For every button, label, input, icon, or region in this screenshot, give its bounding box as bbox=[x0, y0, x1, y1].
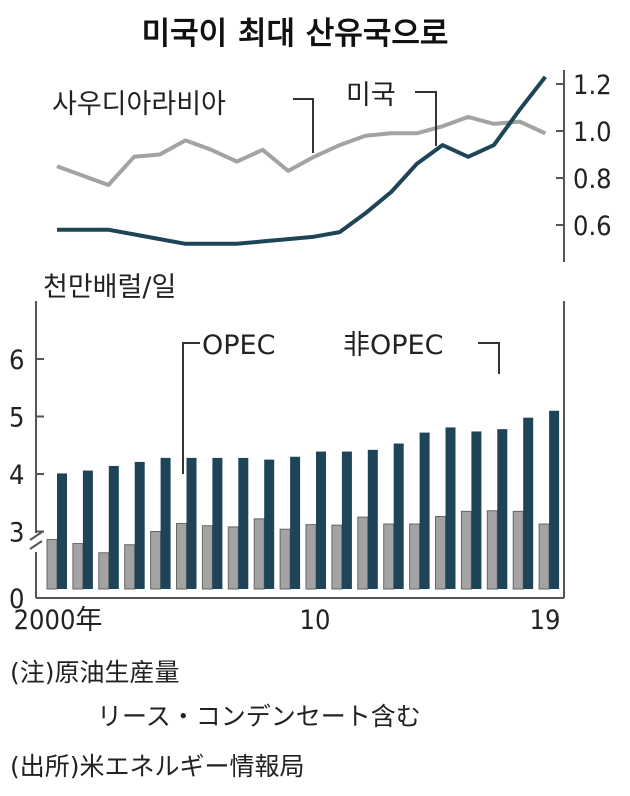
bar-non-opec bbox=[367, 449, 378, 589]
note-line-3: (出所)米エネルギー情報局 bbox=[10, 752, 305, 781]
bar-non-opec bbox=[212, 457, 223, 589]
bar-non-opec bbox=[134, 461, 145, 589]
series-line-saudi bbox=[56, 114, 547, 187]
bar-opec bbox=[46, 539, 58, 590]
bar-non-opec bbox=[108, 465, 119, 589]
bar-non-opec bbox=[264, 459, 275, 589]
line-y-tick-label: 0.6 bbox=[573, 211, 612, 242]
bar-non-opec bbox=[316, 451, 326, 589]
bar-chart: 천만배럴/일 0 3 4 5 6 OPEC 非OPEC 2000年 10 19 bbox=[9, 272, 565, 636]
bar-opec bbox=[331, 524, 343, 590]
bars bbox=[46, 410, 560, 590]
bar-opec bbox=[357, 516, 369, 590]
bar-opec bbox=[98, 552, 110, 590]
bar-non-opec bbox=[445, 427, 456, 589]
bar-opec bbox=[538, 523, 550, 590]
line-y-tick-label: 0.8 bbox=[573, 164, 612, 195]
bar-non-opec bbox=[238, 457, 249, 589]
line-y-axis: 0.6 0.8 1.0 1.2 bbox=[556, 70, 612, 262]
bar-non-opec bbox=[549, 410, 560, 589]
bar-y-tick-label: 4 bbox=[9, 460, 24, 491]
bar-y-tick-label: 3 bbox=[9, 518, 24, 549]
bar-non-opec bbox=[419, 432, 430, 589]
line-chart: 0.6 0.8 1.0 1.2 사우디아라비아 미국 bbox=[52, 70, 612, 262]
line-y-tick-label: 1.0 bbox=[573, 117, 612, 148]
bar-opec bbox=[72, 543, 84, 590]
note-line-1: (注)原油生産量 bbox=[10, 658, 180, 687]
bar-x-tick-label: 19 bbox=[530, 605, 561, 636]
bar-opec bbox=[486, 510, 498, 590]
bar-x-tick-label: 10 bbox=[300, 605, 331, 636]
bar-opec bbox=[512, 510, 524, 590]
bar-opec bbox=[279, 528, 291, 590]
bar-opec bbox=[460, 510, 472, 590]
axis-break-mark bbox=[29, 531, 43, 550]
bar-opec bbox=[150, 531, 162, 590]
series-line-us bbox=[57, 75, 547, 246]
bar-opec bbox=[435, 516, 446, 590]
bar-non-opec bbox=[471, 431, 482, 589]
bar-non-opec bbox=[393, 443, 404, 589]
bar-non-opec bbox=[497, 429, 508, 589]
series-label-us: 미국 bbox=[346, 80, 396, 111]
bar-opec bbox=[305, 524, 317, 590]
bar-opec bbox=[201, 525, 213, 590]
bar-y-axis-label: 천만배럴/일 bbox=[43, 272, 176, 303]
bar-non-opec bbox=[57, 473, 67, 589]
bar-opec bbox=[253, 518, 265, 590]
bar-non-opec bbox=[523, 417, 534, 589]
bar-opec bbox=[383, 523, 395, 590]
bar-x-axis: 2000年 10 19 bbox=[14, 605, 561, 636]
bar-opec bbox=[176, 522, 187, 590]
bar-non-opec bbox=[160, 457, 171, 589]
bar-axes: 0 3 4 5 6 bbox=[9, 301, 565, 615]
bar-opec bbox=[227, 526, 239, 590]
bar-opec bbox=[124, 544, 136, 590]
chart-title: 미국이 최대 산유국으로 bbox=[142, 16, 449, 52]
bar-y-tick-label: 6 bbox=[9, 345, 24, 376]
bar-non-opec bbox=[186, 457, 197, 589]
bar-opec bbox=[409, 523, 421, 590]
series-label-saudi: 사우디아라비아 bbox=[52, 89, 226, 120]
note-line-2: リース・コンデンセート含む bbox=[97, 702, 421, 731]
bar-y-tick-label: 5 bbox=[9, 403, 24, 434]
leader-line-opec bbox=[182, 342, 200, 474]
bar-non-opec bbox=[290, 456, 301, 589]
series-label-opec: OPEC bbox=[202, 330, 275, 361]
series-label-non-opec: 非OPEC bbox=[343, 330, 443, 361]
bar-x-tick-label: 2000年 bbox=[14, 605, 103, 636]
line-y-tick-label: 1.2 bbox=[573, 70, 612, 101]
bar-y-tick-label: 0 bbox=[9, 584, 24, 615]
bar-non-opec bbox=[341, 451, 352, 589]
leader-line-us bbox=[415, 91, 437, 146]
leader-line-saudi bbox=[293, 98, 314, 153]
leader-line-non-opec bbox=[478, 342, 500, 374]
bar-non-opec bbox=[82, 470, 93, 589]
